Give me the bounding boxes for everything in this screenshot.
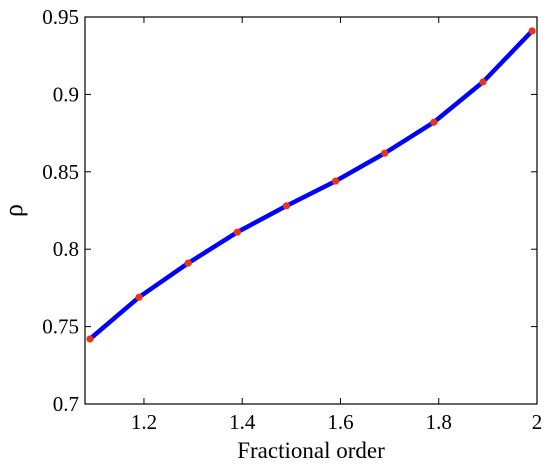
x-tick-label: 1.6 [327,410,353,434]
data-point [430,118,438,126]
y-tick-label: 0.8 [53,237,79,261]
y-tick-label: 0.75 [42,315,79,339]
x-tick-label: 1.4 [229,410,256,434]
axes-frame [84,16,538,405]
data-point [381,149,389,157]
y-axis-ticks: 0.7 0.75 0.8 0.85 0.9 0.95 [42,5,537,416]
data-point [528,27,536,35]
y-tick-label: 0.85 [42,160,79,184]
data-point [86,335,94,343]
data-point [184,259,192,267]
y-tick-label: 0.95 [42,5,79,29]
x-tick-label: 2 [532,410,543,434]
data-point [331,177,340,185]
data-point [282,202,291,210]
x-tick-label: 1.2 [131,410,157,434]
y-tick-label: 0.7 [53,392,79,416]
plot-area-border [84,16,538,405]
y-axis-label: ρ [0,204,28,217]
x-axis-label: Fractional order [237,438,385,463]
y-tick-label: 0.9 [53,82,79,106]
data-point [135,293,143,301]
data-point [479,78,487,86]
series-layer [86,27,536,343]
data-point [233,228,241,236]
x-axis-ticks: 1.2 1.4 1.6 1.8 2 [131,17,542,434]
x-tick-label: 1.8 [426,410,452,434]
series-line [87,28,535,342]
